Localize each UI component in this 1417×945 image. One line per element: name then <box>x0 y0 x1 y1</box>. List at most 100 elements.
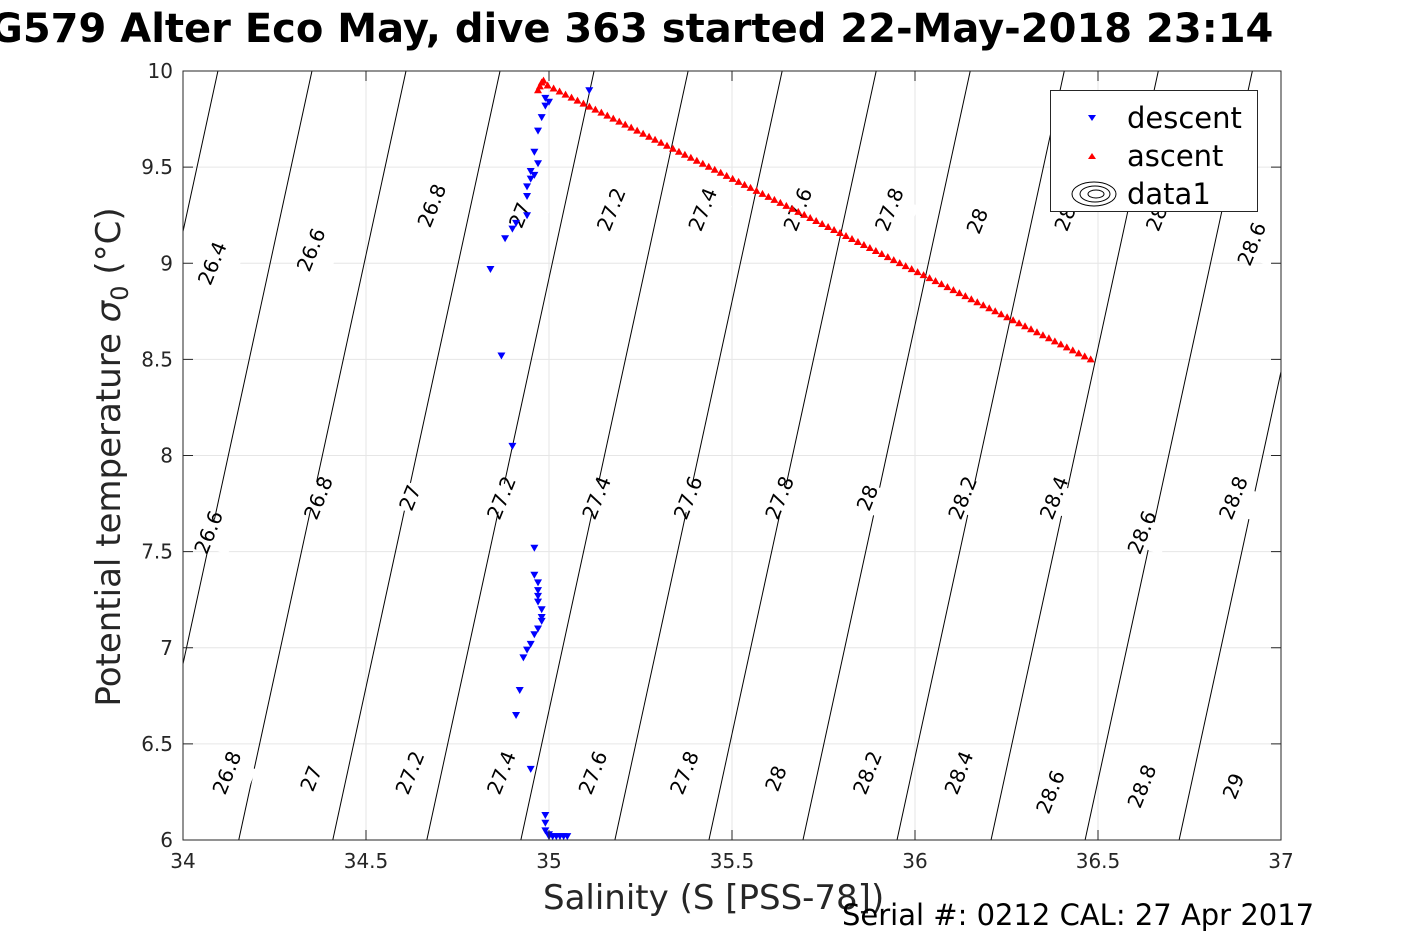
y-tick-label: 7 <box>160 636 173 660</box>
contour-label-bg <box>933 475 992 521</box>
ascent-point <box>1068 346 1077 354</box>
axes: 34 34.5 35 35.5 36 36.5 37 6 6.5 7 7.5 8 8.5 9 9.5 10 <box>141 59 1294 873</box>
x-tick-label: 35.5 <box>710 849 755 873</box>
descent-point <box>541 819 550 827</box>
ascent-point <box>534 86 543 94</box>
descent-point <box>523 192 532 200</box>
ascent-point <box>1044 334 1053 342</box>
contour-label-bg <box>658 475 718 521</box>
ascent-point <box>639 129 648 137</box>
ascent-point <box>573 96 582 104</box>
legend-label-ascent: ascent <box>1127 139 1224 173</box>
legend-label-data1: data1 <box>1127 177 1211 211</box>
ascent-point <box>973 298 982 306</box>
ascent-point <box>657 138 666 146</box>
ascent-point <box>1009 316 1018 324</box>
descent-point <box>501 235 510 243</box>
x-tick-label: 34 <box>170 849 195 873</box>
contour-label-bg <box>947 198 1007 244</box>
contour-label-bg <box>581 186 641 233</box>
ascent-point <box>535 82 544 90</box>
descent-point <box>530 171 539 179</box>
descent-point <box>541 827 550 835</box>
descent-point <box>526 640 535 648</box>
ascent-point <box>680 150 689 158</box>
descent-point <box>486 266 495 274</box>
x-tick-label: 36.5 <box>1076 849 1121 873</box>
legend-label-descent: descent <box>1127 101 1242 135</box>
ascent-point <box>674 147 683 155</box>
descent-point <box>526 765 535 773</box>
ascent-point <box>1050 337 1059 345</box>
descent-point <box>585 87 594 95</box>
contour-label-bg <box>1112 763 1172 809</box>
ascent-point <box>1021 322 1030 330</box>
ascent-point <box>579 99 588 107</box>
descent-point <box>515 687 524 695</box>
descent-point <box>530 544 539 552</box>
ascent-point <box>603 111 612 119</box>
contour-label-bg <box>1204 763 1263 809</box>
contour-label-bg <box>490 192 550 238</box>
contour-labels: 26.426.626.82727.227.427.627.82828.228.4… <box>179 180 1282 817</box>
contour-line <box>183 71 313 667</box>
ascent-point <box>758 189 767 197</box>
ascent-point <box>597 108 606 116</box>
ascent-point <box>955 289 964 297</box>
contour-icon <box>1071 181 1117 207</box>
ascent-point <box>1032 328 1041 336</box>
ascent-point <box>776 198 785 206</box>
ascent-point <box>710 165 719 173</box>
descent-point <box>534 579 543 587</box>
x-tick-label: 34.5 <box>344 849 389 873</box>
ascent-point <box>561 90 570 98</box>
descent-point <box>523 183 532 191</box>
ascent-point <box>662 141 671 149</box>
contour-label-bg <box>1222 221 1282 267</box>
ascent-point <box>645 132 654 140</box>
contour-label-bg <box>402 182 462 229</box>
ascent-point <box>1038 331 1047 339</box>
ascent-point <box>806 213 815 221</box>
ascent-point <box>549 84 558 92</box>
ascent-point <box>842 232 851 240</box>
ascent-point <box>615 117 624 125</box>
descent-point <box>541 94 550 102</box>
descent-point <box>534 587 543 595</box>
contour-label-bg <box>860 186 919 233</box>
ascent-point <box>1056 340 1065 348</box>
contour-label-bg <box>655 749 714 796</box>
contour-label-bg <box>1024 475 1084 521</box>
y-tick-label: 9.5 <box>141 155 173 179</box>
x-tick-label: 37 <box>1268 849 1293 873</box>
contour-label-bg <box>380 749 440 796</box>
y-tick-label: 8 <box>160 444 173 468</box>
ascent-point <box>913 268 922 276</box>
descent-point <box>523 646 532 654</box>
ascent-point <box>633 126 642 134</box>
data-series <box>486 76 1095 841</box>
ascent-point <box>651 135 660 143</box>
ascent-point <box>979 301 988 309</box>
serial-calibration-footer: Serial #: 0212 CAL: 27 Apr 2017 <box>842 898 1315 932</box>
ascent-marker-icon <box>1088 153 1096 159</box>
ascent-point <box>991 307 1000 315</box>
ascent-point <box>925 274 934 282</box>
ascent-point <box>764 192 773 200</box>
ascent-point <box>865 244 874 252</box>
ascent-point <box>901 262 910 270</box>
contour-label-bg <box>197 749 257 796</box>
descent-point <box>526 167 535 175</box>
ascent-point <box>722 171 731 179</box>
descent-point <box>519 654 528 662</box>
x-axis-label: Salinity (S [PSS-78]) <box>543 878 885 918</box>
y-tick-label: 6.5 <box>141 732 173 756</box>
ascent-point <box>621 120 630 128</box>
contour-label-bg <box>563 749 623 796</box>
ascent-point <box>824 222 833 230</box>
contour-line <box>708 71 877 840</box>
contour-label-bg <box>746 755 806 802</box>
contour-label-bg <box>179 509 238 556</box>
ascent-point <box>836 228 845 236</box>
ascent-point <box>853 238 862 246</box>
